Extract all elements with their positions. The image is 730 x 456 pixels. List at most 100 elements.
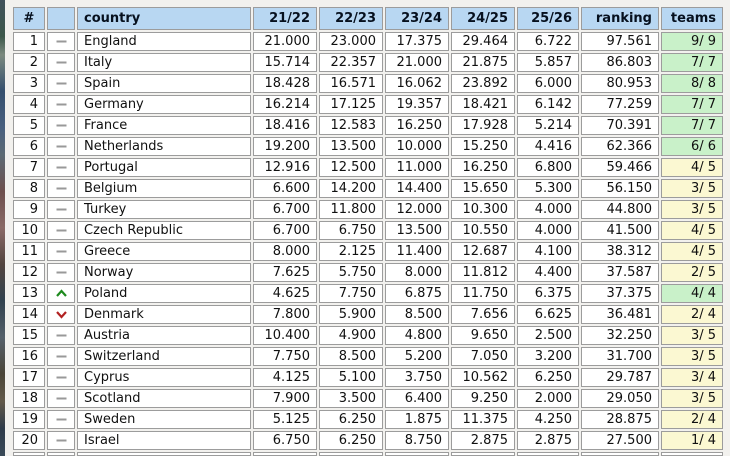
s2526-cell: 4.100: [517, 242, 579, 261]
dash-icon: [55, 267, 68, 278]
s2122-cell: 18.416: [253, 116, 317, 135]
ranking-cell: 44.800: [581, 200, 659, 219]
teams-cell: 3/ 4: [661, 368, 723, 387]
up-arrow-icon: [55, 288, 68, 299]
s2425-cell: 2.875: [451, 431, 515, 450]
s2324-cell: 5.200: [385, 347, 449, 366]
s2324-cell: 13.500: [385, 221, 449, 240]
s2122-cell: 16.214: [253, 95, 317, 114]
s2223-cell: 6.250: [319, 431, 383, 450]
country-cell: Portugal: [77, 158, 251, 177]
country-cell: Spain: [77, 74, 251, 93]
s2324-cell: 16.062: [385, 74, 449, 93]
rank-cell: 17: [13, 368, 45, 387]
movement-cell: [47, 32, 75, 51]
rank-cell: 8: [13, 179, 45, 198]
ranking-cell: 29.787: [581, 368, 659, 387]
teams-cell: 2/ 4: [661, 410, 723, 429]
table-row: 9 Turkey 6.700 11.800 12.000 10.300 4.000 44.80…: [13, 200, 723, 219]
dash-icon: [55, 330, 68, 341]
country-cell: Denmark: [77, 305, 251, 324]
column-header-s2223: 22/23: [319, 7, 383, 30]
ranking-cell: 41.500: [581, 221, 659, 240]
table-header-row: # country 21/22 22/23 23/24 24/25 25/26 ranking…: [13, 7, 723, 30]
s2223-cell: 7.750: [319, 284, 383, 303]
dash-icon: [55, 183, 68, 194]
s2223-cell: 6.250: [319, 410, 383, 429]
down-arrow-icon: [55, 309, 68, 320]
ranking-cell: 32.250: [581, 326, 659, 345]
table-row: 2 Italy 15.714 22.357 21.000 21.875 5.857 86.80…: [13, 53, 723, 72]
s2122-cell: 7.625: [253, 263, 317, 282]
dash-icon: [55, 99, 68, 110]
partial-cell: [77, 452, 251, 456]
partial-cell: [517, 452, 579, 456]
ranking-cell: 27.500: [581, 431, 659, 450]
country-cell: Italy: [77, 53, 251, 72]
dash-icon: [55, 204, 68, 215]
s2324-cell: 3.750: [385, 368, 449, 387]
ranking-cell: 37.375: [581, 284, 659, 303]
s2122-cell: 4.125: [253, 368, 317, 387]
country-cell: Israel: [77, 431, 251, 450]
country-cell: Czech Republic: [77, 221, 251, 240]
s2526-cell: 6.625: [517, 305, 579, 324]
ranking-cell: 62.366: [581, 137, 659, 156]
country-cell: Sweden: [77, 410, 251, 429]
partial-cell: [319, 452, 383, 456]
movement-cell: [47, 263, 75, 282]
s2324-cell: 10.000: [385, 137, 449, 156]
country-cell: Germany: [77, 95, 251, 114]
teams-cell: 3/ 5: [661, 389, 723, 408]
movement-cell: [47, 221, 75, 240]
s2122-cell: 6.700: [253, 221, 317, 240]
s2223-cell: 14.200: [319, 179, 383, 198]
table-body: 1 England 21.000 23.000 17.375 29.464 6.722 97.…: [13, 32, 723, 456]
movement-cell: [47, 242, 75, 261]
s2425-cell: 23.892: [451, 74, 515, 93]
rank-cell: 14: [13, 305, 45, 324]
table-row: 16 Switzerland 7.750 8.500 5.200 7.050 3.200 31…: [13, 347, 723, 366]
ranking-cell: 36.481: [581, 305, 659, 324]
s2223-cell: 3.500: [319, 389, 383, 408]
ranking-cell: 86.803: [581, 53, 659, 72]
s2223-cell: 12.583: [319, 116, 383, 135]
table-row: 18 Scotland 7.900 3.500 6.400 9.250 2.000 29.05…: [13, 389, 723, 408]
s2223-cell: 22.357: [319, 53, 383, 72]
s2526-cell: 4.250: [517, 410, 579, 429]
s2425-cell: 7.656: [451, 305, 515, 324]
teams-cell: 4/ 4: [661, 284, 723, 303]
dash-icon: [55, 120, 68, 131]
table-row: 14 Denmark 7.800 5.900 8.500 7.656 6.625 36.481…: [13, 305, 723, 324]
column-header-ranking: ranking: [581, 7, 659, 30]
s2223-cell: 4.900: [319, 326, 383, 345]
ranking-cell: 38.312: [581, 242, 659, 261]
table-row: 1 England 21.000 23.000 17.375 29.464 6.722 97.…: [13, 32, 723, 51]
s2223-cell: 12.500: [319, 158, 383, 177]
partial-cell: [385, 452, 449, 456]
s2324-cell: 16.250: [385, 116, 449, 135]
s2526-cell: 2.000: [517, 389, 579, 408]
s2425-cell: 17.928: [451, 116, 515, 135]
teams-cell: 7/ 7: [661, 53, 723, 72]
s2324-cell: 14.400: [385, 179, 449, 198]
s2324-cell: 11.400: [385, 242, 449, 261]
ranking-cell: 37.587: [581, 263, 659, 282]
s2223-cell: 11.800: [319, 200, 383, 219]
country-cell: Cyprus: [77, 368, 251, 387]
movement-cell: [47, 137, 75, 156]
country-cell: Belgium: [77, 179, 251, 198]
table-row: 19 Sweden 5.125 6.250 1.875 11.375 4.250 28.875…: [13, 410, 723, 429]
s2223-cell: 13.500: [319, 137, 383, 156]
dash-icon: [55, 225, 68, 236]
column-header-rank: #: [13, 7, 45, 30]
s2425-cell: 15.650: [451, 179, 515, 198]
teams-cell: 4/ 5: [661, 158, 723, 177]
s2425-cell: 9.250: [451, 389, 515, 408]
s2425-cell: 10.300: [451, 200, 515, 219]
rank-cell: 3: [13, 74, 45, 93]
partial-cell: [13, 452, 45, 456]
rank-cell: 13: [13, 284, 45, 303]
country-cell: Netherlands: [77, 137, 251, 156]
